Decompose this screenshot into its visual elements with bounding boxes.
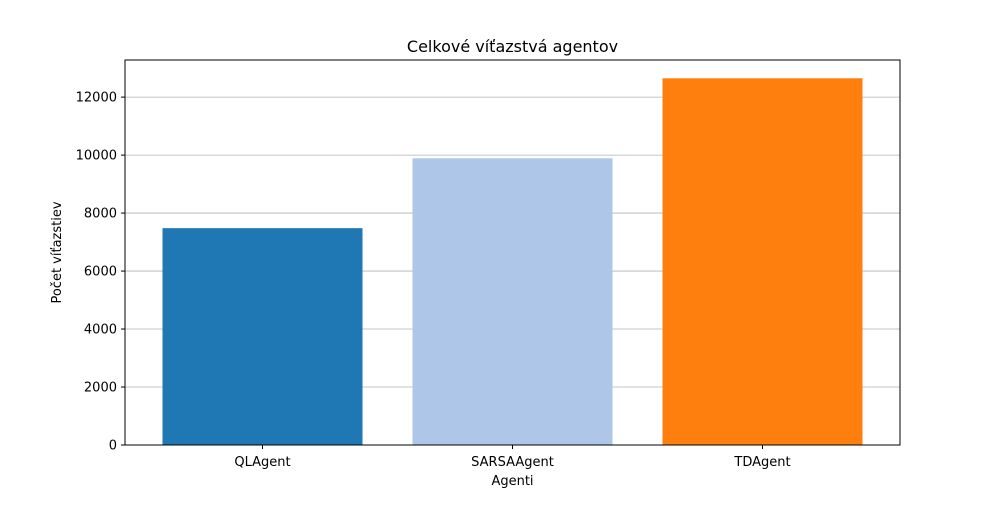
bar-qlagent [162,228,363,445]
y-axis-ticks: 0 2000 4000 6000 8000 10000 12000 [76,91,125,454]
x-tick-label: QLAgent [234,455,290,470]
chart-title: Celkové víťazstvá agentov [407,37,618,56]
y-axis-label: Počet víťazstiev [50,201,65,303]
y-tick-label: 4000 [84,323,117,338]
bar-sarsaagent [412,158,613,446]
x-axis-label: Agenti [491,474,533,489]
y-tick-label: 6000 [84,265,117,280]
y-tick-label: 2000 [84,381,117,396]
bar-tdagent [662,78,863,445]
x-tick-label: SARSAAgent [471,455,554,470]
y-tick-label: 8000 [84,207,117,222]
y-tick-label: 12000 [76,91,117,106]
y-tick-label: 10000 [76,149,117,164]
bars [162,78,863,446]
x-axis-ticks: QLAgent SARSAAgent TDAgent [234,445,791,470]
x-tick-label: TDAgent [733,455,790,470]
y-tick-label: 0 [109,439,117,454]
